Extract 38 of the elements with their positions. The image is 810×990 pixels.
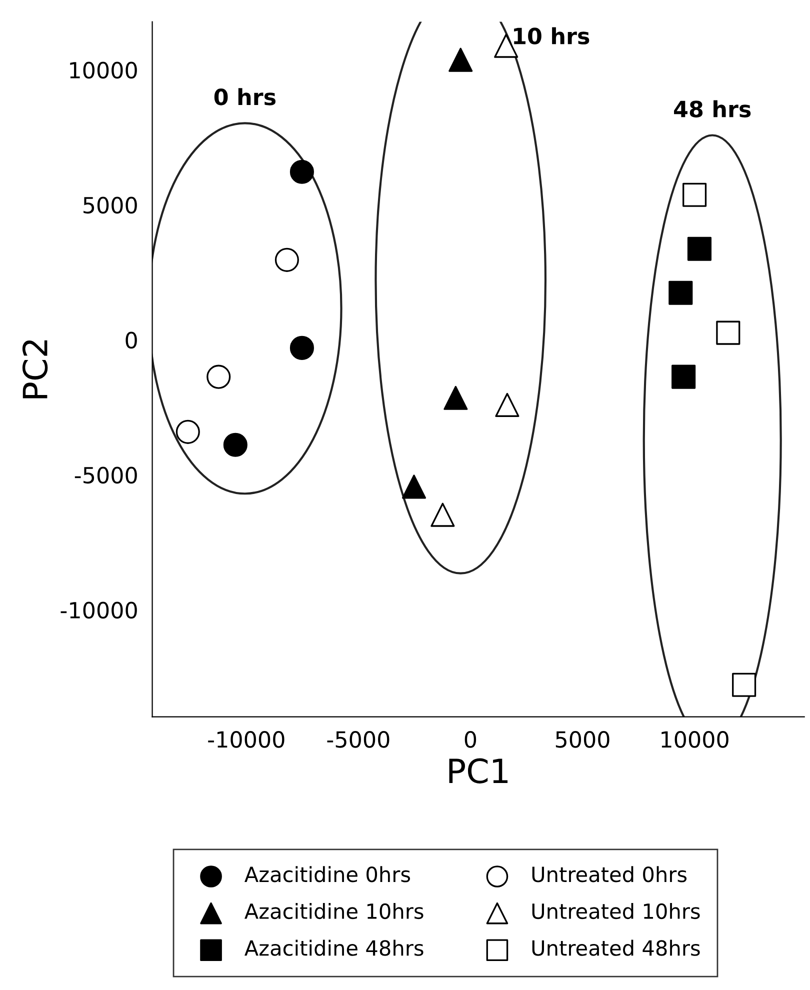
point <box>672 364 696 389</box>
annotation: 48 hrs <box>674 100 751 118</box>
y-tick-label: 10000 <box>70 62 137 79</box>
point <box>290 336 314 360</box>
point <box>290 160 314 184</box>
point <box>223 432 248 457</box>
legend-label: Azacitidine 0hrs <box>244 866 410 882</box>
point <box>687 236 712 261</box>
point <box>716 320 740 345</box>
point <box>444 386 468 410</box>
point <box>430 502 455 527</box>
x-tick-label: -10000 <box>208 731 284 748</box>
x-tick-label: 5000 <box>556 731 610 748</box>
legend-label: Untreated 0hrs <box>532 866 687 882</box>
annotation: 0 hrs <box>214 88 276 106</box>
point <box>732 672 756 697</box>
y-axis-title: PC2 <box>22 340 48 398</box>
annotation: 10 hrs <box>514 27 590 44</box>
point <box>495 392 520 417</box>
point <box>682 182 707 207</box>
y-tick-label: -10000 <box>60 602 137 619</box>
y-tick-label: 0 <box>126 332 137 349</box>
point <box>206 364 231 389</box>
point <box>402 474 426 499</box>
legend-label: Untreated 48hrs <box>532 940 700 956</box>
x-tick-label: 10000 <box>662 731 728 748</box>
y-tick-label: 5000 <box>84 196 137 214</box>
legend-label: Azacitidine 48hrs <box>244 940 424 956</box>
point <box>668 280 693 305</box>
x-axis-title: PC1 <box>449 758 508 784</box>
legend-label: Untreated 10hrs <box>532 902 700 920</box>
x-tick-label: 0 <box>464 731 476 748</box>
y-tick-label: -5000 <box>74 466 137 484</box>
point <box>274 248 299 272</box>
x-tick-label: -5000 <box>327 731 390 748</box>
point <box>176 420 200 444</box>
legend-label: Azacitidine 10hrs <box>244 902 424 920</box>
point <box>448 48 473 72</box>
